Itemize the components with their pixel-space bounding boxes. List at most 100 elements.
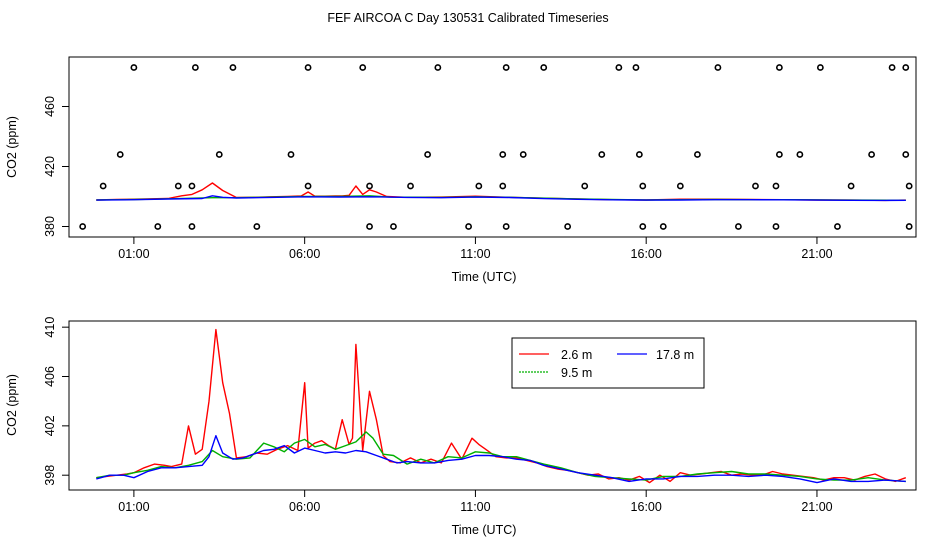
marker-point <box>502 64 510 71</box>
marker-point <box>434 64 442 71</box>
y-tick-label: 380 <box>43 216 57 237</box>
marker-point <box>79 223 87 230</box>
marker-point <box>188 223 196 230</box>
marker-point <box>304 64 312 71</box>
y-tick-label: 420 <box>43 156 57 177</box>
marker-point <box>465 223 472 230</box>
marker-point <box>564 223 572 230</box>
marker-point <box>130 64 138 71</box>
legend-box <box>511 337 705 389</box>
bottom-y-axis: 398 402 406 410 <box>43 317 70 486</box>
top-markers <box>79 64 913 230</box>
marker-point <box>905 223 913 230</box>
marker-point <box>287 151 295 158</box>
marker-point <box>752 182 759 190</box>
x-tick-label: 21:00 <box>801 500 832 514</box>
marker-point <box>635 151 643 158</box>
y-tick-label: 402 <box>43 415 57 436</box>
marker-point <box>116 151 124 158</box>
top-panel: 01:00 06:00 11:00 16:00 21:00 380 420 460 Time… <box>5 56 917 284</box>
marker-point <box>834 223 841 230</box>
marker-point <box>499 182 507 190</box>
bottom-panel: 01:00 06:00 11:00 16:00 21:00 398 402 406 410 T… <box>5 317 917 537</box>
marker-point <box>154 223 162 230</box>
x-tick-label: 21:00 <box>801 247 832 261</box>
series-line-2-6-m <box>96 328 907 484</box>
series-line-17-8-m <box>96 435 906 484</box>
top-y-axis-title: CO2 (ppm) <box>5 116 19 178</box>
x-tick-label: 01:00 <box>118 247 149 261</box>
marker-point <box>215 151 223 158</box>
top-x-axis: 01:00 06:00 11:00 16:00 21:00 <box>118 236 833 261</box>
marker-point <box>772 182 780 190</box>
marker-point <box>676 182 684 190</box>
legend-label-2-6m: 2.6 m <box>561 348 592 362</box>
marker-point <box>99 182 107 190</box>
marker-point <box>775 64 783 71</box>
legend-label-17-8m: 17.8 m <box>656 348 694 362</box>
marker-point <box>188 182 196 190</box>
x-tick-label: 16:00 <box>631 247 662 261</box>
marker-point <box>796 151 804 158</box>
x-tick-label: 11:00 <box>460 500 490 514</box>
marker-point <box>390 223 397 230</box>
x-tick-label: 11:00 <box>460 247 490 261</box>
marker-point <box>868 151 876 158</box>
y-tick-label: 410 <box>43 317 57 338</box>
marker-point <box>902 64 910 71</box>
marker-point <box>775 151 783 158</box>
y-tick-label: 460 <box>43 96 57 117</box>
marker-point <box>632 64 640 71</box>
marker-point <box>366 223 373 230</box>
marker-point <box>475 182 483 190</box>
y-tick-label: 398 <box>43 465 57 486</box>
marker-point <box>905 182 913 190</box>
marker-point <box>714 64 722 71</box>
x-tick-label: 01:00 <box>118 500 149 514</box>
x-tick-label: 06:00 <box>289 247 320 261</box>
marker-point <box>581 182 589 190</box>
marker-point <box>304 182 312 190</box>
marker-point <box>229 64 237 71</box>
x-tick-label: 16:00 <box>631 500 662 514</box>
marker-point <box>735 223 742 230</box>
marker-point <box>888 64 896 71</box>
marker-point <box>253 223 261 230</box>
marker-point <box>615 64 623 71</box>
marker-point <box>366 182 373 190</box>
marker-point <box>174 182 182 190</box>
marker-point <box>598 151 606 158</box>
x-tick-label: 06:00 <box>289 500 320 514</box>
top-series-lines <box>96 182 906 202</box>
marker-point <box>694 151 701 158</box>
marker-point <box>502 223 510 230</box>
series-line-17-8-m <box>96 195 906 202</box>
marker-point <box>847 182 855 190</box>
marker-point <box>519 151 527 158</box>
marker-point <box>499 151 507 158</box>
marker-point <box>772 223 780 230</box>
top-y-axis: 380 420 460 <box>43 96 70 237</box>
marker-point <box>902 151 910 158</box>
bottom-y-axis-title: CO2 (ppm) <box>5 374 19 436</box>
marker-point <box>191 64 199 71</box>
bottom-x-axis: 01:00 06:00 11:00 16:00 21:00 <box>118 489 833 514</box>
top-x-axis-title: Time (UTC) <box>452 270 517 284</box>
figure-title: FEF AIRCOA C Day 130531 Calibrated Times… <box>327 11 608 25</box>
y-tick-label: 406 <box>43 366 57 387</box>
marker-point <box>359 64 367 71</box>
legend-label-9-5m: 9.5 m <box>561 366 592 380</box>
marker-point <box>407 182 414 190</box>
marker-point <box>816 64 824 71</box>
marker-point <box>659 223 667 230</box>
marker-point <box>424 151 432 158</box>
legend: 2.6 m 9.5 m 17.8 m <box>511 337 705 389</box>
marker-point <box>639 182 647 190</box>
bottom-series-lines <box>96 328 907 484</box>
bottom-x-axis-title: Time (UTC) <box>452 523 517 537</box>
marker-point <box>540 64 548 71</box>
marker-point <box>639 223 647 230</box>
